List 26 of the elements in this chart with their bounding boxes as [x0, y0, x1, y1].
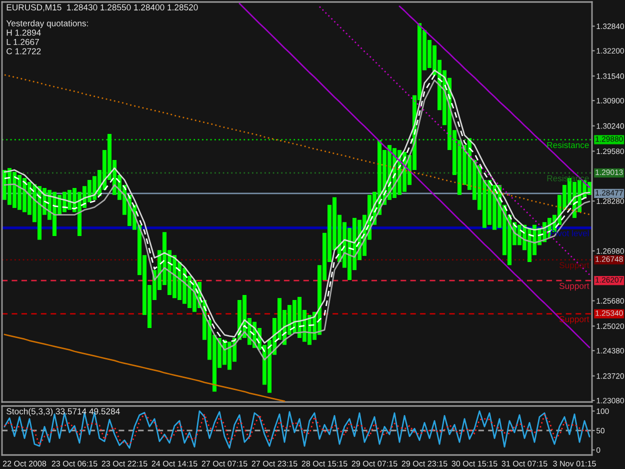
- x-tick-label: 28 Oct 15:15: [302, 460, 348, 466]
- line-series: [398, 6, 590, 188]
- ref-line-label: Support: [559, 262, 590, 270]
- annotation: Yesterday quotations:: [6, 20, 88, 28]
- line-series: [318, 6, 590, 276]
- x-tick-label: 30 Oct 15:15: [452, 460, 498, 466]
- annotation: L 1.2667: [6, 38, 39, 45]
- line-series: [4, 74, 590, 216]
- x-tick-label: 31 Oct 07:15: [502, 460, 548, 466]
- ref-line-label: Resistance: [547, 142, 589, 148]
- line-series: [4, 334, 286, 402]
- x-tick-label: 22 Oct 2008: [2, 460, 46, 466]
- x-tick-label: 27 Oct 07:15: [202, 460, 248, 466]
- x-tick-label: 27 Oct 23:15: [252, 460, 298, 466]
- x-tick-label: 24 Oct 14:15: [152, 460, 198, 466]
- x-tick-label: 29 Oct 23:15: [402, 460, 448, 466]
- annotation: C 1.2722: [6, 48, 41, 54]
- chart-title: Stoch(5,3,3) 33.5714 49.5284: [6, 408, 120, 416]
- x-tick-label: 23 Oct 22:15: [102, 460, 148, 466]
- x-tick-label: 3 Nov 01:15: [553, 460, 596, 466]
- line-series: [238, 2, 590, 348]
- ref-line-label: Support: [559, 282, 590, 291]
- x-tick-label: 23 Oct 06:15: [52, 460, 98, 466]
- annotation: H 1.2894: [6, 30, 41, 36]
- chart-title: EURUSD,M15 1.28430 1.28550 1.28400 1.28520: [6, 4, 198, 12]
- x-tick-label: 29 Oct 07:15: [352, 460, 398, 466]
